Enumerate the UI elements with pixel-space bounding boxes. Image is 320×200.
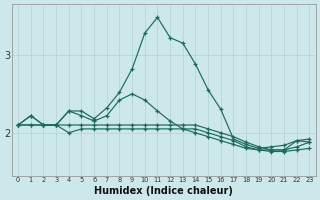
X-axis label: Humidex (Indice chaleur): Humidex (Indice chaleur) (94, 186, 233, 196)
